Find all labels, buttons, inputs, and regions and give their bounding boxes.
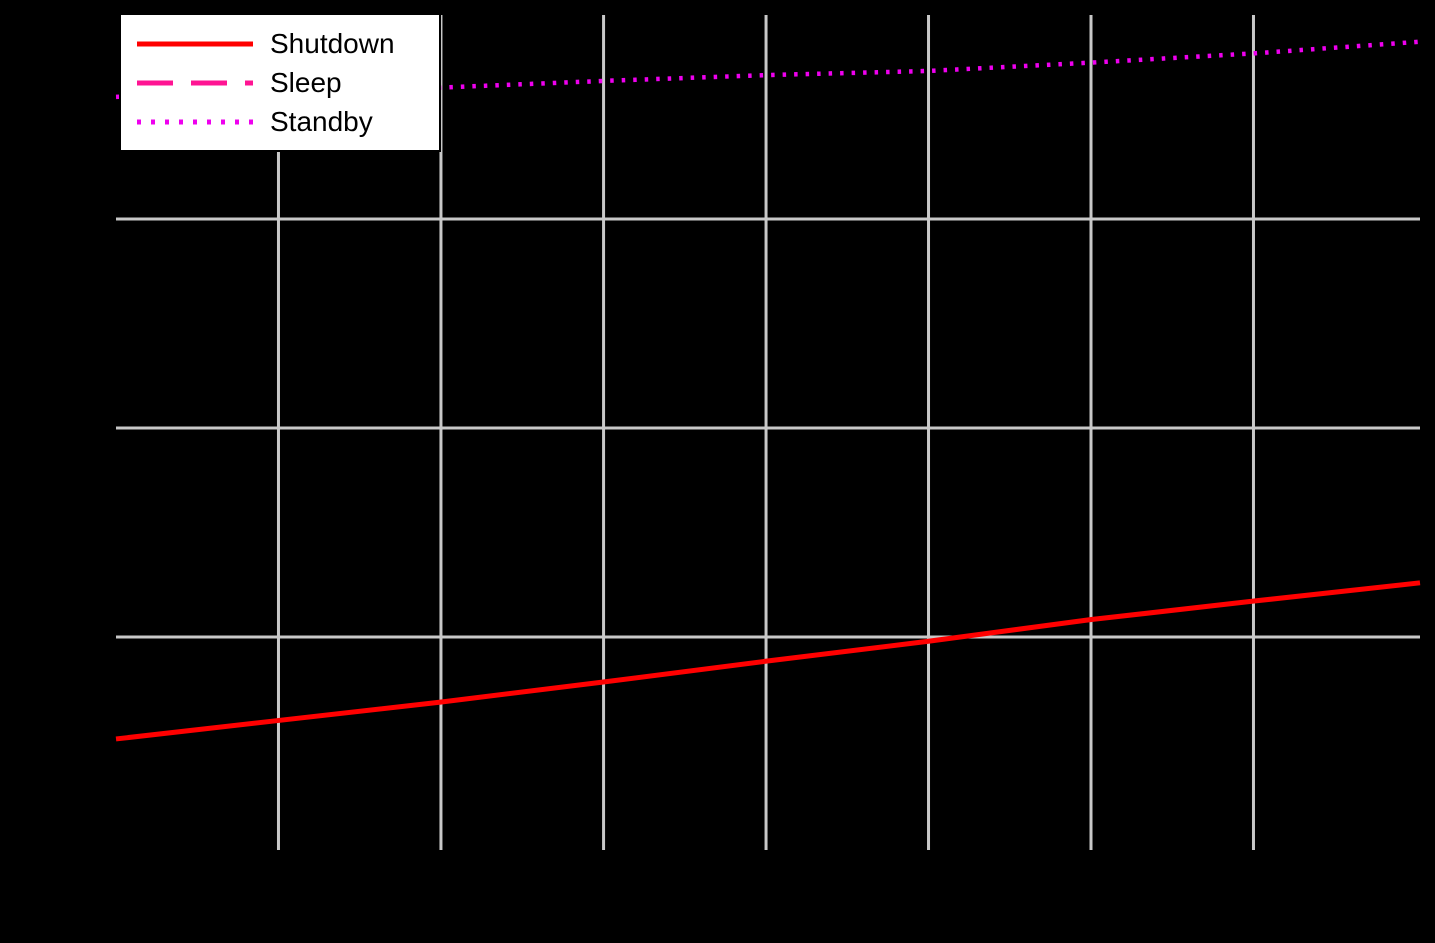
legend-line-sample-standby: [137, 119, 253, 124]
legend: Shutdown Sleep Standby: [119, 13, 441, 152]
legend-line-sample-shutdown: [137, 41, 253, 46]
gridlines: [116, 15, 1420, 850]
legend-label-sleep: Sleep: [270, 66, 342, 98]
legend-label-standby: Standby: [270, 105, 373, 137]
legend-label-shutdown: Shutdown: [270, 27, 395, 59]
series-lines: [115, 39, 1421, 742]
legend-entry-shutdown: Shutdown: [135, 27, 439, 59]
legend-entry-sleep: Sleep: [135, 66, 439, 98]
legend-line-sample-sleep: [137, 80, 253, 85]
legend-entry-standby: Standby: [135, 105, 439, 137]
